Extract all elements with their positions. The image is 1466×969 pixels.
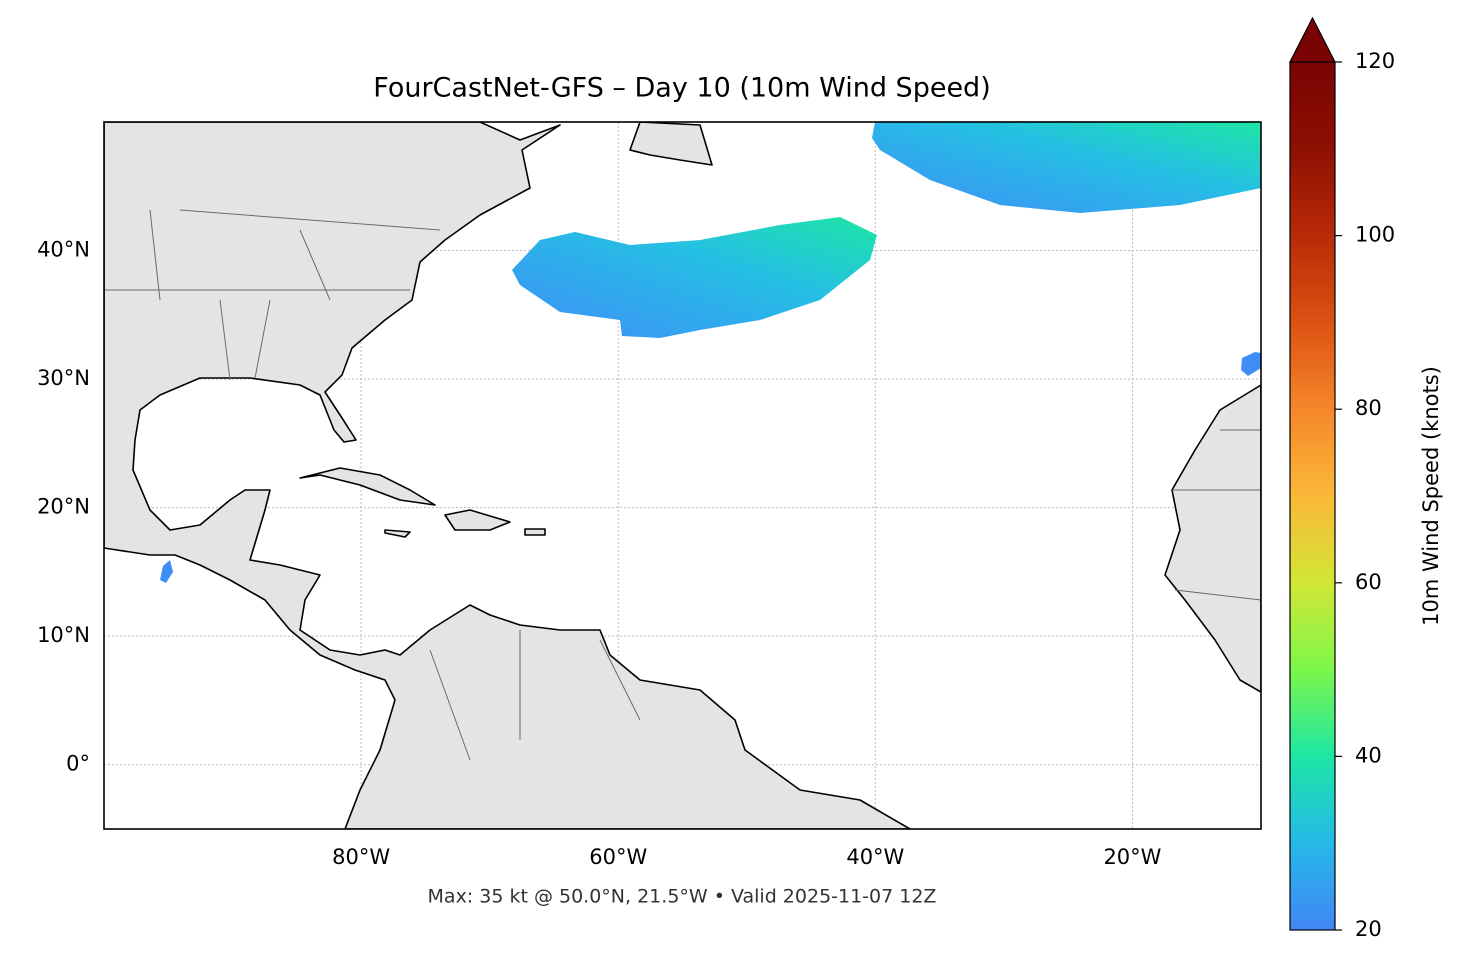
colorbar-extend (1289, 16, 1336, 63)
colorbar (1289, 61, 1336, 931)
borders (104, 209, 1261, 761)
americas (104, 122, 911, 829)
colorbar-tick-label: 60 (1355, 570, 1382, 594)
africa (1164, 384, 1261, 693)
colorbar-tick-label: 100 (1355, 223, 1395, 247)
jamaica (384, 529, 411, 538)
colorbar-tick-label: 20 (1355, 917, 1382, 941)
newfoundland (629, 122, 713, 166)
colorbar-tick-label: 80 (1355, 396, 1382, 420)
title: FourCastNet-GFS – Day 10 (10m Wind Speed… (373, 73, 990, 104)
puerto-rico (524, 528, 546, 536)
map (104, 122, 1261, 829)
x-tick-label: 40°W (846, 845, 904, 869)
x-tick-label: 60°W (589, 845, 647, 869)
colorbar-tick-label: 40 (1355, 743, 1382, 767)
x-tick-label: 80°W (332, 845, 390, 869)
y-tick-label: 20°N (37, 495, 90, 519)
wind-region (1241, 352, 1261, 376)
wind-region (160, 560, 173, 583)
y-tick-label: 40°N (37, 238, 90, 262)
wind-region (872, 122, 1261, 213)
y-tick-label: 10°N (37, 623, 90, 647)
colorbar-label: 10m Wind Speed (knots) (1419, 366, 1443, 626)
hispaniola (444, 509, 511, 531)
cuba (299, 467, 436, 506)
y-tick-label: 30°N (37, 366, 90, 390)
y-tick-label: 0° (66, 752, 90, 776)
colorbar-tick-label: 120 (1355, 49, 1395, 73)
wind-region (512, 217, 877, 338)
note: Max: 35 kt @ 50.0°N, 21.5°W • Valid 2025… (428, 886, 937, 908)
map-frame (103, 121, 1262, 830)
x-tick-label: 20°W (1103, 845, 1161, 869)
